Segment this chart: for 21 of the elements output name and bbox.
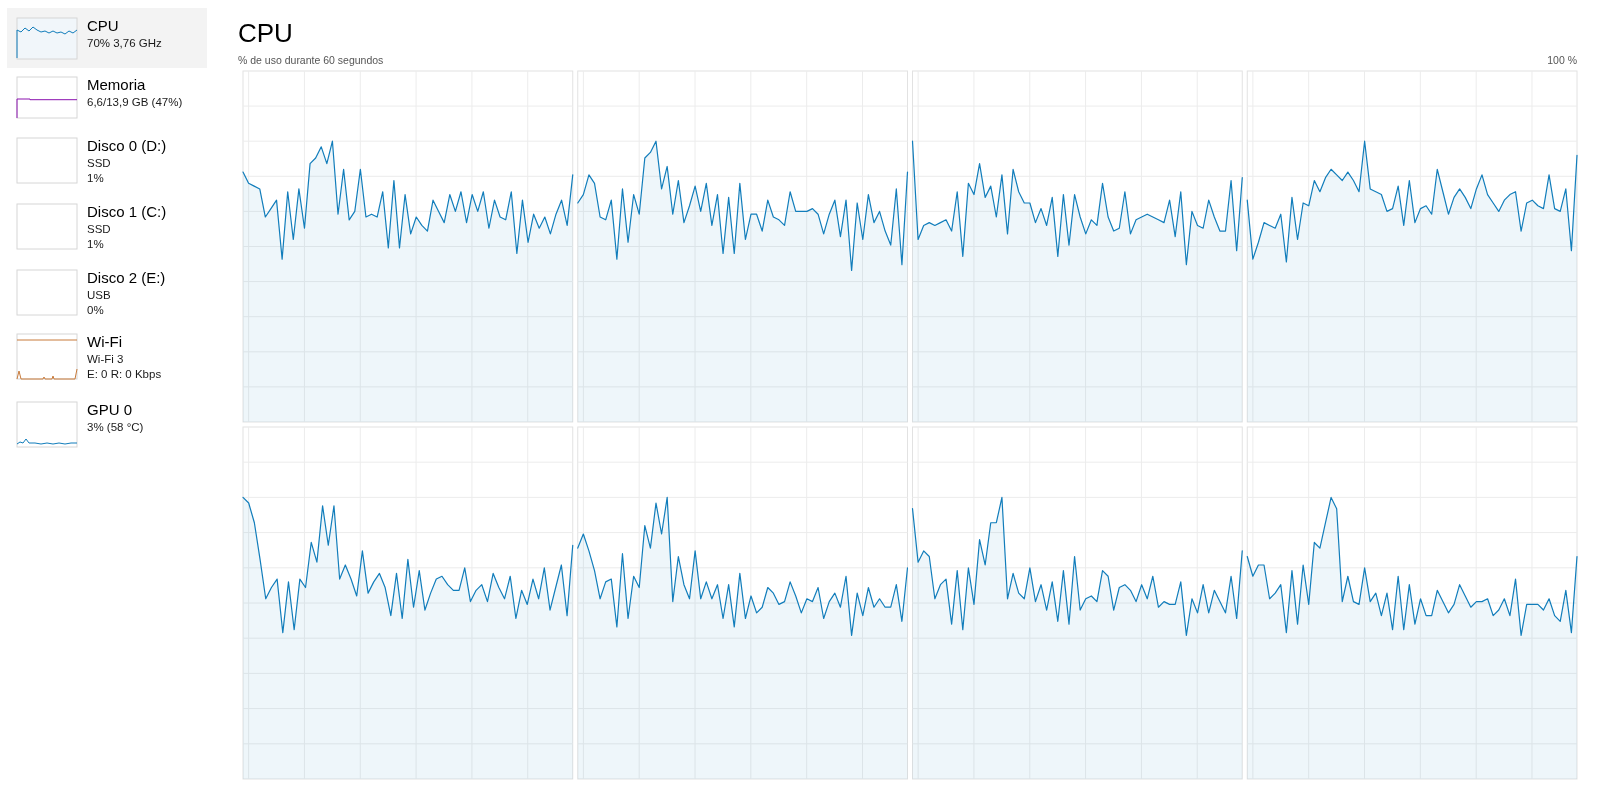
text: 1%: [87, 172, 104, 184]
text: SSD: [87, 223, 111, 235]
text: Memoria: [87, 76, 146, 93]
text: 100 %: [1547, 54, 1577, 66]
text: GPU 0: [87, 401, 133, 418]
text: 0%: [87, 304, 104, 316]
text: USB: [87, 289, 111, 301]
text: 6,6/13,9 GB (47%): [87, 96, 183, 108]
text: Disco 0 (D:): [87, 137, 167, 154]
text: E: 0 R: 0 Kbps: [87, 368, 162, 380]
chart-title: CPU: [238, 18, 293, 48]
text: 70% 3,76 GHz: [87, 37, 163, 49]
text: Disco 1 (C:): [87, 203, 167, 220]
text: 1%: [87, 238, 104, 250]
text: CPU: [87, 17, 119, 34]
text: Disco 2 (E:): [87, 269, 166, 286]
text: SSD: [87, 157, 111, 169]
text: Wi-Fi 3: [87, 353, 124, 365]
text: Wi-Fi: [87, 333, 122, 350]
y-axis-title: % de uso durante 60 segundos: [238, 54, 384, 66]
text: 3% (58 °C): [87, 421, 144, 433]
